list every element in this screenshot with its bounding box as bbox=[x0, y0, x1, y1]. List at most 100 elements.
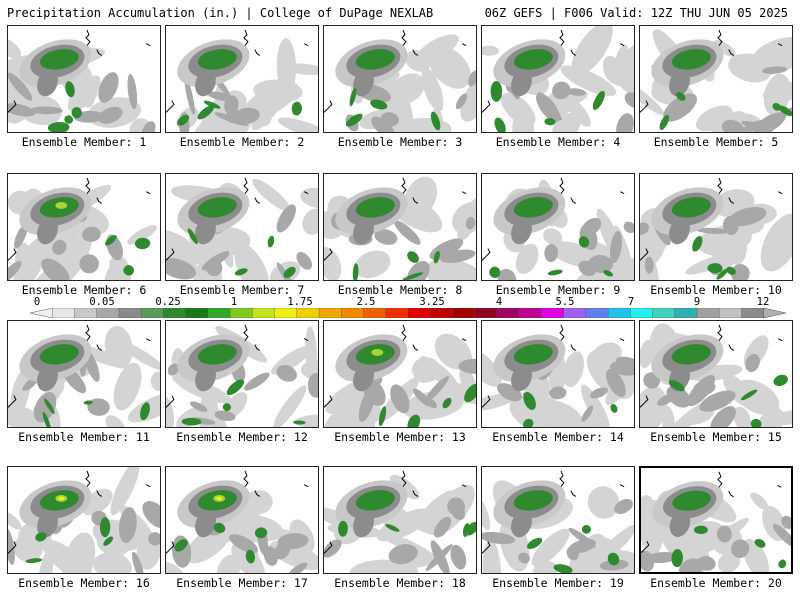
precip-contour bbox=[407, 414, 421, 427]
precip-contour bbox=[98, 72, 119, 103]
precip-contour bbox=[731, 539, 750, 559]
precip-contour bbox=[200, 395, 231, 427]
precip-contour bbox=[726, 266, 736, 275]
member-label: Ensemble Member: 17 bbox=[176, 576, 308, 590]
precip-contour bbox=[195, 510, 216, 538]
coastline bbox=[324, 100, 333, 113]
ensemble-panel-14[interactable] bbox=[481, 320, 635, 428]
ensemble-panel-5[interactable] bbox=[639, 25, 793, 133]
member-label: Ensemble Member: 4 bbox=[495, 135, 621, 149]
precip-contour bbox=[641, 550, 655, 572]
colorbar-tick-label: 7 bbox=[627, 296, 635, 308]
colorbar-tick-label: 9 bbox=[693, 296, 701, 308]
island-outline bbox=[412, 49, 419, 56]
precip-contour bbox=[511, 217, 532, 245]
precip-contour bbox=[581, 524, 591, 534]
precip-contour bbox=[513, 49, 553, 70]
precip-contour bbox=[644, 256, 654, 274]
coastline bbox=[401, 470, 407, 487]
coastline bbox=[717, 177, 723, 194]
precip-contour bbox=[729, 120, 763, 132]
precip-contour bbox=[464, 383, 476, 403]
colorbar-swatch bbox=[696, 308, 720, 318]
precip-contour bbox=[338, 520, 348, 537]
precip-contour bbox=[37, 364, 58, 392]
coastline bbox=[8, 395, 17, 408]
precip-contour bbox=[587, 486, 620, 519]
island-outline bbox=[777, 43, 783, 47]
precip-contour bbox=[99, 517, 111, 538]
precip-contour bbox=[613, 44, 630, 87]
ensemble-panel-7[interactable] bbox=[165, 173, 319, 281]
ensemble-panel-1[interactable] bbox=[7, 25, 161, 133]
precip-contour bbox=[142, 501, 160, 529]
coastline bbox=[8, 100, 17, 113]
precip-contour bbox=[666, 385, 691, 408]
precip-contour bbox=[624, 92, 634, 108]
precip-contour bbox=[189, 401, 208, 412]
precip-contour bbox=[42, 411, 52, 427]
precip-contour bbox=[430, 111, 441, 131]
precip-contour bbox=[513, 197, 553, 218]
ensemble-panel-10[interactable] bbox=[639, 173, 793, 281]
member-label: Ensemble Member: 20 bbox=[650, 576, 782, 590]
precip-contour bbox=[8, 404, 44, 427]
island-outline bbox=[619, 484, 625, 488]
precip-contour bbox=[39, 344, 79, 365]
ensemble-panel-18[interactable] bbox=[323, 466, 477, 574]
precip-contour bbox=[434, 333, 471, 370]
ensemble-panel-17[interactable] bbox=[165, 466, 319, 574]
precip-contour bbox=[370, 99, 388, 110]
precip-contour bbox=[105, 415, 126, 427]
precip-contour bbox=[371, 348, 384, 356]
precip-contour bbox=[93, 552, 132, 573]
precip-contour bbox=[566, 546, 579, 561]
precip-contour bbox=[544, 243, 558, 263]
precip-contour bbox=[185, 523, 233, 564]
coastline bbox=[85, 29, 91, 46]
precip-contour bbox=[127, 225, 157, 245]
precip-contour bbox=[424, 376, 449, 403]
precip-contour bbox=[352, 263, 359, 280]
island-outline bbox=[728, 344, 735, 351]
precip-contour bbox=[197, 197, 237, 218]
colorbar-swatch bbox=[674, 308, 698, 318]
precip-contour bbox=[58, 496, 65, 501]
precip-colorbar bbox=[30, 308, 786, 318]
precip-contour bbox=[402, 272, 424, 280]
precip-contour bbox=[468, 70, 476, 87]
precip-contour bbox=[515, 243, 539, 274]
ensemble-panel-12[interactable] bbox=[165, 320, 319, 428]
precip-contour bbox=[8, 37, 22, 59]
ensemble-panel-9[interactable] bbox=[481, 173, 635, 281]
ensemble-panel-15[interactable] bbox=[639, 320, 793, 428]
ensemble-panel-3[interactable] bbox=[323, 25, 477, 133]
ensemble-panel-19[interactable] bbox=[481, 466, 635, 574]
ensemble-panel-4[interactable] bbox=[481, 25, 635, 133]
colorbar-tick-label: 2.5 bbox=[356, 296, 376, 308]
precip-contour bbox=[41, 258, 70, 280]
coastline bbox=[324, 248, 333, 261]
precip-contour bbox=[728, 206, 767, 227]
ensemble-panel-8[interactable] bbox=[323, 173, 477, 281]
ensemble-panel-20[interactable] bbox=[639, 466, 793, 574]
precip-contour bbox=[730, 264, 750, 280]
precip-contour bbox=[166, 396, 174, 427]
precip-map bbox=[8, 29, 156, 132]
precip-contour bbox=[355, 197, 395, 218]
ensemble-panel-11[interactable] bbox=[7, 320, 161, 428]
precip-contour bbox=[693, 380, 716, 396]
precip-contour bbox=[276, 204, 296, 233]
coastline bbox=[166, 248, 175, 261]
precip-contour bbox=[378, 406, 387, 427]
ensemble-panel-6[interactable] bbox=[7, 173, 161, 281]
ensemble-panel-13[interactable] bbox=[323, 320, 477, 428]
precip-contour bbox=[663, 93, 698, 122]
island-outline bbox=[728, 490, 734, 498]
precip-contour bbox=[244, 372, 270, 391]
ensemble-panel-2[interactable] bbox=[165, 25, 319, 133]
ensemble-panel-16[interactable] bbox=[7, 466, 161, 574]
precip-contour bbox=[482, 531, 516, 545]
coastline bbox=[559, 177, 565, 194]
precip-contour bbox=[105, 235, 117, 246]
